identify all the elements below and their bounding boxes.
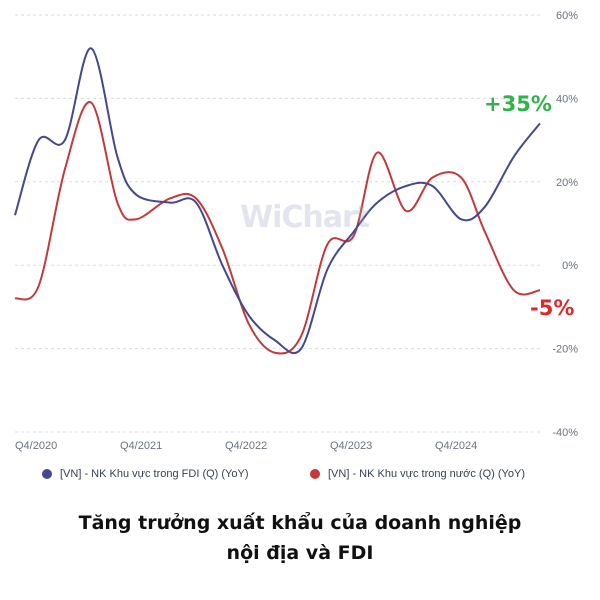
y-tick-label: 20% [556,177,578,189]
legend-item-fdi[interactable]: [VN] - NK Khu vực trong FDI (Q) (YoY) [42,468,249,480]
series-lines [14,47,541,355]
watermark: WiChart [240,200,370,235]
fdi-end-callout: +35% [484,92,552,116]
legend-label-domestic: [VN] - NK Khu vực trong nước (Q) (YoY) [328,468,525,480]
y-tick-label: -40% [552,427,578,439]
x-tick-label: Q4/2023 [330,440,372,452]
y-tick-label: 60% [556,10,578,22]
x-tick-label: Q4/2021 [120,440,162,452]
y-tick-label: 0% [562,260,578,272]
x-axis-ticks: Q4/2020 Q4/2021 Q4/2022 Q4/2023 Q4/2024 [15,440,477,452]
x-tick-label: Q4/2020 [15,440,57,452]
caption-line-1: Tăng trưởng xuất khẩu của doanh nghiệp [78,512,522,534]
domestic-end-callout: -5% [530,296,575,320]
series-line-fdi [14,47,541,355]
legend-marker-fdi [42,469,52,479]
x-tick-label: Q4/2022 [225,440,267,452]
legend-item-domestic[interactable]: [VN] - NK Khu vực trong nước (Q) (YoY) [310,468,525,480]
legend-marker-domestic [310,469,320,479]
y-tick-label: -20% [552,344,578,356]
x-tick-label: Q4/2024 [435,440,477,452]
series-line-domestic [14,101,541,355]
legend-label-fdi: [VN] - NK Khu vực trong FDI (Q) (YoY) [60,468,249,480]
caption: Tăng trưởng xuất khẩu của doanh nghiệp n… [0,508,600,568]
y-axis-ticks: 60% 40% 20% 0% -20% -40% [552,10,578,439]
legend: [VN] - NK Khu vực trong FDI (Q) (YoY) [V… [42,468,582,488]
caption-line-2: nội địa và FDI [226,542,374,564]
y-tick-label: 40% [556,93,578,105]
